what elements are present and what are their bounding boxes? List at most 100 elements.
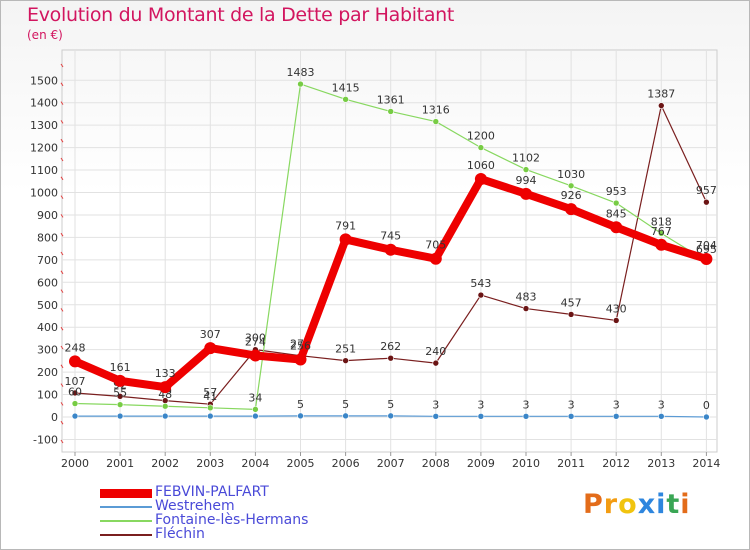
axis-tick-mark — [60, 402, 64, 406]
data-label-fontaine-les-hermans: 953 — [606, 185, 627, 198]
data-label-febvin-palfart: 745 — [380, 230, 401, 243]
axis-tick-mark — [60, 251, 64, 256]
y-tick-label: 300 — [37, 344, 58, 357]
data-label-westrehem: 3 — [477, 398, 484, 411]
data-label-westrehem: 3 — [658, 398, 665, 411]
data-point-fontaine-les-hermans — [161, 402, 169, 410]
axis-tick-mark — [60, 326, 64, 331]
data-label-fontaine-les-hermans: 41 — [203, 390, 217, 403]
data-label-febvin-palfart: 704 — [696, 239, 717, 252]
axis-tick-mark — [60, 270, 64, 275]
data-label-flechin: 300 — [245, 332, 266, 345]
data-label-febvin-palfart: 926 — [561, 189, 582, 202]
y-tick-label: 0 — [51, 411, 58, 424]
logo-letter: x — [637, 489, 657, 520]
data-point-febvin-palfart — [700, 252, 713, 265]
data-point-flechin — [477, 291, 485, 299]
axis-tick-mark — [60, 345, 64, 350]
data-label-fontaine-les-hermans: 1361 — [377, 93, 405, 106]
logo-letter: o — [618, 489, 638, 520]
data-point-flechin — [342, 357, 349, 364]
data-point-flechin — [71, 389, 79, 397]
y-tick-label: 900 — [37, 209, 58, 222]
data-label-westrehem: 3 — [432, 398, 439, 411]
data-label-febvin-palfart: 256 — [290, 340, 311, 353]
y-tick-label: 400 — [37, 321, 58, 334]
data-point-westrehem — [567, 413, 575, 420]
data-point-flechin — [703, 198, 710, 206]
data-point-westrehem — [522, 413, 530, 420]
data-label-fontaine-les-hermans: 1316 — [422, 104, 450, 117]
data-point-febvin-palfart — [114, 374, 127, 387]
data-label-febvin-palfart: 994 — [516, 174, 537, 187]
data-point-westrehem — [161, 412, 169, 420]
data-label-flechin: 1387 — [647, 88, 675, 101]
data-label-westrehem: 3 — [613, 398, 620, 411]
data-label-westrehem: 5 — [297, 398, 304, 411]
data-label-fontaine-les-hermans: 60 — [68, 386, 82, 399]
x-tick-label: 2006 — [332, 457, 360, 470]
data-label-flechin: 262 — [380, 340, 401, 353]
data-point-fontaine-les-hermans — [71, 400, 79, 407]
y-tick-label: 1100 — [30, 164, 58, 177]
x-tick-label: 2009 — [467, 457, 495, 470]
data-point-westrehem — [657, 413, 665, 420]
data-point-flechin — [657, 102, 665, 109]
data-point-flechin — [567, 311, 575, 318]
data-point-westrehem — [432, 413, 440, 420]
data-label-febvin-palfart: 274 — [245, 335, 266, 348]
data-point-fontaine-les-hermans — [252, 406, 259, 413]
axis-tick-mark — [60, 176, 64, 181]
y-tick-label: 1400 — [30, 97, 58, 110]
data-label-fontaine-les-hermans: 1483 — [287, 66, 315, 79]
axis-tick-mark — [60, 63, 64, 68]
data-point-flechin — [612, 317, 620, 324]
data-label-fontaine-les-hermans: 55 — [113, 387, 127, 400]
data-point-febvin-palfart — [565, 203, 578, 216]
data-label-flechin: 251 — [335, 343, 356, 356]
legend-label: Fléchin — [155, 526, 205, 542]
data-point-flechin — [387, 354, 395, 362]
y-tick-label: 100 — [37, 389, 58, 402]
data-label-flechin: 483 — [516, 291, 537, 304]
data-point-fontaine-les-hermans — [207, 404, 214, 412]
logo-letter: t — [666, 489, 681, 520]
x-tick-label: 2004 — [241, 457, 269, 470]
data-label-fontaine-les-hermans: 34 — [248, 391, 262, 404]
data-point-fontaine-les-hermans — [297, 80, 304, 88]
data-point-febvin-palfart — [429, 252, 442, 265]
data-point-febvin-palfart — [520, 187, 532, 200]
y-tick-label: 1500 — [30, 74, 58, 87]
data-label-westrehem: 5 — [387, 398, 394, 411]
data-point-fontaine-les-hermans — [116, 401, 124, 408]
plot-area — [61, 49, 718, 453]
x-tick-label: 2008 — [422, 457, 450, 470]
data-label-flechin: 107 — [65, 375, 86, 388]
data-point-flechin — [522, 305, 530, 312]
y-tick-label: 800 — [37, 231, 58, 244]
data-label-flechin: 457 — [561, 296, 582, 309]
x-tick-label: 2012 — [602, 457, 630, 470]
logo-letter: r — [603, 489, 619, 520]
data-point-fontaine-les-hermans — [342, 96, 349, 103]
data-point-westrehem — [207, 412, 214, 420]
data-point-fontaine-les-hermans — [477, 144, 485, 151]
data-point-fontaine-les-hermans — [657, 230, 665, 237]
data-point-westrehem — [477, 413, 485, 420]
y-tick-label: -100 — [33, 433, 58, 446]
data-point-westrehem — [71, 412, 79, 420]
data-label-fontaine-les-hermans: 1102 — [512, 152, 540, 165]
data-point-fontaine-les-hermans — [612, 199, 620, 207]
y-tick-label: 1300 — [30, 119, 58, 132]
x-tick-label: 2010 — [512, 457, 540, 470]
legend-label: Westrehem — [155, 498, 235, 514]
data-label-flechin: 57 — [203, 386, 217, 399]
y-tick-label: 200 — [37, 366, 58, 379]
data-point-fontaine-les-hermans — [387, 108, 395, 115]
legend-label: FEBVIN-PALFART — [155, 484, 269, 500]
data-label-fontaine-les-hermans: 818 — [651, 215, 672, 228]
legend-swatch — [100, 506, 152, 508]
chart-unit-label: (en €) — [27, 28, 63, 42]
